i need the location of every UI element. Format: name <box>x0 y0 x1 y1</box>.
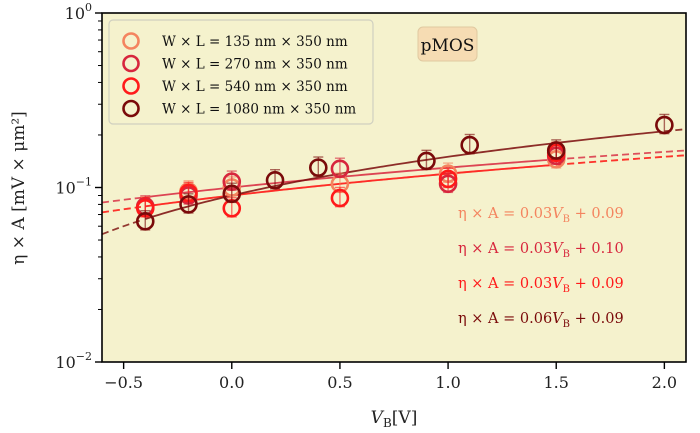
x-tick-label: 1.0 <box>435 373 460 392</box>
data-point <box>417 151 436 171</box>
x-tick-label: 0.5 <box>327 373 352 392</box>
fit-equation: η × A = 0.03VB + 0.09 <box>458 206 624 225</box>
legend-label: W × L = 135 nm × 350 nm <box>162 34 348 50</box>
fit-equation: η × A = 0.03VB + 0.09 <box>458 276 624 295</box>
x-tick-label: 0.0 <box>219 373 244 392</box>
y-tick-label: 10−1 <box>55 176 92 198</box>
legend-box <box>108 19 374 125</box>
x-tick-label: −0.5 <box>104 373 143 392</box>
legend-marker <box>122 99 140 118</box>
legend-label: W × L = 1080 nm × 350 nm <box>162 102 356 118</box>
x-tick-label: 1.5 <box>543 373 568 392</box>
legend: W × L = 135 nm × 350 nm W × L = 270 nm × … <box>108 19 374 125</box>
data-point <box>438 169 458 189</box>
x-axis-title: VB[V] <box>371 408 418 430</box>
legend-marker <box>122 54 140 73</box>
data-point <box>655 115 674 135</box>
data-point <box>546 141 566 160</box>
data-point <box>460 135 480 155</box>
fit-equation: η × A = 0.06VB + 0.09 <box>458 311 624 330</box>
data-point <box>179 195 198 214</box>
data-point <box>308 158 328 177</box>
fit-extrapolation <box>101 206 142 214</box>
legend-marker <box>122 77 140 95</box>
fit-extrapolation <box>101 196 142 204</box>
y-tick-label: 10−2 <box>55 350 92 372</box>
fit-line <box>145 158 552 199</box>
legend-marker <box>122 32 140 50</box>
fit-equation: η × A = 0.03VB + 0.10 <box>458 241 624 260</box>
data-point <box>265 170 285 190</box>
pmos-label: pMOS <box>421 36 475 56</box>
y-axis-title: η × A [mV × μm²] <box>9 111 29 265</box>
data-point <box>135 212 155 231</box>
data-point <box>330 188 350 208</box>
y-tick-label: 100 <box>65 1 92 23</box>
x-tick-label: 2.0 <box>652 373 677 392</box>
fit-extrapolation <box>101 219 142 236</box>
legend-label: W × L = 270 nm × 350 nm <box>162 57 348 73</box>
pmos-annotation: pMOS <box>417 26 478 62</box>
data-point <box>222 184 242 204</box>
legend-label: W × L = 540 nm × 350 nm <box>162 79 348 95</box>
data-point <box>330 159 350 179</box>
